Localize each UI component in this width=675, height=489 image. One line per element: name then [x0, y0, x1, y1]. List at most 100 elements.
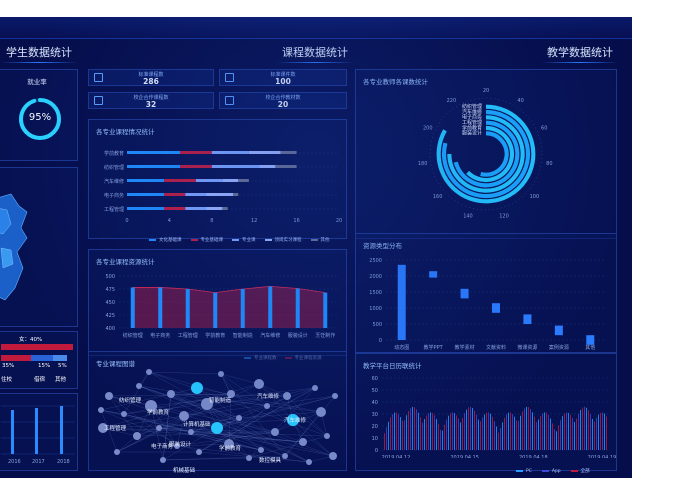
- activity-bar: [594, 421, 595, 450]
- bar-segment: [259, 165, 276, 168]
- radial-tick-label: 80: [546, 161, 552, 167]
- bar-segment: [185, 207, 207, 210]
- top-bar: [0, 17, 632, 39]
- panel-title: 教学平台日历联统计: [363, 362, 422, 370]
- graph-node-highlight: [191, 382, 203, 394]
- stat-course-count: 标准课程数 286: [88, 69, 214, 86]
- bar-segment: [275, 165, 297, 168]
- ratio-bar-1: [1, 344, 73, 350]
- activity-bar: [560, 420, 561, 450]
- graph-edge: [148, 371, 328, 437]
- activity-bar: [498, 432, 499, 450]
- radial-tick-label: 20: [483, 88, 489, 94]
- category-label: 烹饪制作: [315, 332, 335, 339]
- activity-bar: [568, 412, 569, 450]
- category-label: 动态图: [394, 344, 409, 351]
- stat-coop-course-count: 校企合作课程数 32: [88, 92, 214, 109]
- y-tick-label: 0: [379, 338, 382, 344]
- women-pct: 女：40%: [19, 337, 43, 343]
- resource-line: [132, 285, 326, 294]
- ratio-panel: 女：40% 35% 15% 5% 住校 借宿 其他: [0, 331, 78, 389]
- graph-edge: [206, 403, 262, 451]
- section-title-teaching: 教学数据统计: [541, 44, 619, 63]
- graph-node: [160, 457, 166, 463]
- graph-node: [324, 433, 330, 439]
- graph-node: [179, 411, 189, 421]
- legend-item: 专业基础课: [190, 238, 223, 243]
- activity-bar: [518, 420, 519, 450]
- region-map: [0, 193, 28, 301]
- book-icon: [225, 96, 234, 105]
- graph-edge: [116, 415, 185, 453]
- map-panel: [0, 167, 78, 327]
- bar-segment: [127, 165, 180, 168]
- activity-bar: [558, 425, 559, 450]
- radial-tick-label: 160: [433, 194, 443, 200]
- graph-edge: [206, 403, 250, 459]
- activity-bar: [606, 416, 607, 450]
- resource-type-bar: [492, 303, 500, 313]
- radial-bar: [453, 120, 520, 188]
- graph-node: [105, 392, 113, 400]
- graph-edge: [258, 383, 328, 437]
- category-label: 工程管理: [104, 206, 124, 213]
- stat-coop-textbook-count: 校企合作教材数 20: [219, 92, 347, 109]
- radial-bar: [480, 131, 509, 177]
- label-zhuxiao: 住校: [1, 377, 13, 383]
- graph-node: [246, 455, 252, 461]
- radial-tick-label: 140: [463, 213, 473, 219]
- graph-edge: [162, 455, 286, 461]
- activity-bar: [490, 413, 491, 450]
- bar-segment: [185, 193, 207, 196]
- bar-segment: [222, 207, 228, 210]
- activity-bar: [424, 419, 425, 450]
- graph-edge: [108, 395, 276, 433]
- activity-bar: [456, 415, 457, 450]
- graph-edge: [216, 427, 286, 457]
- graph-edge: [150, 405, 164, 461]
- graph-edge: [148, 371, 310, 463]
- course-graph: [98, 369, 338, 465]
- radial-bar: [466, 125, 515, 183]
- graph-edge: [228, 393, 232, 445]
- activity-bar: [452, 412, 453, 450]
- graph-edge: [198, 387, 316, 453]
- graph-edge: [216, 405, 268, 429]
- resource-bar: [240, 289, 245, 328]
- graph-edge: [198, 451, 310, 463]
- stat-value: 100: [275, 77, 291, 86]
- resource-type-bar: [554, 325, 563, 336]
- activity-bar: [526, 406, 527, 450]
- activity-chart: 0 10 20 30 40 50 60 2019.04.12 2019.04.15 2019.04…: [372, 376, 617, 458]
- activity-bar: [402, 420, 403, 450]
- graph-edge: [258, 383, 294, 421]
- employment-label: 就业率: [27, 78, 47, 86]
- y-tick-label: 400: [105, 326, 115, 332]
- activity-bar: [598, 414, 599, 450]
- category-label: 纺织管理: [123, 332, 143, 339]
- activity-bar: [536, 421, 537, 450]
- activity-bar: [430, 412, 431, 450]
- bar-segment: [280, 151, 297, 154]
- graph-edge: [162, 457, 250, 461]
- x-tick-label: 4: [168, 218, 171, 224]
- graph-edge: [100, 409, 200, 453]
- ratio-bar-2b: [31, 355, 53, 361]
- graph-node: [174, 443, 180, 449]
- graph-edge: [170, 393, 310, 463]
- activity-bar: [494, 421, 495, 450]
- graph-edge: [176, 431, 276, 447]
- graph-node: [146, 369, 152, 375]
- activity-bar: [580, 409, 581, 450]
- graph-node-label: 汽车维修: [284, 418, 307, 424]
- graph-edge: [266, 405, 334, 457]
- activity-bar: [532, 412, 533, 450]
- graph-edge: [228, 443, 262, 451]
- graph-node: [329, 452, 337, 460]
- activity-bar: [590, 414, 591, 450]
- graph-node: [218, 371, 224, 377]
- y-tick-label: 450: [105, 300, 115, 306]
- graph-node: [156, 425, 162, 431]
- course-graph-panel: 专业课程图谱 纺织管理 智能制造 汽车维修 学前教育 计算机基础 工程管理 汽车维修 服装设计…: [88, 351, 347, 474]
- ratio-bar-2c: [53, 355, 67, 361]
